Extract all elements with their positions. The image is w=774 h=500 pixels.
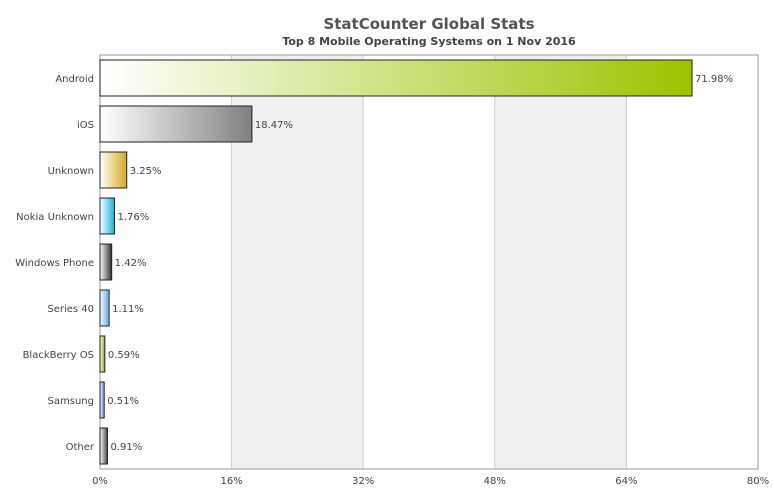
grid-bands bbox=[99, 54, 759, 470]
x-tick-label: 80% bbox=[747, 476, 769, 487]
x-axis: 0% 16% 32% 48% 64% 80% bbox=[92, 476, 769, 487]
value-label: 71.98% bbox=[695, 74, 733, 85]
bar bbox=[99, 105, 253, 143]
value-label: 1.11% bbox=[112, 304, 144, 315]
category-label: Samsung bbox=[48, 396, 94, 407]
value-label: 3.25% bbox=[130, 166, 162, 177]
labels: Android 71.98% iOS 18.47% Unknown 3.25% Nokia … bbox=[15, 74, 733, 453]
grid-band bbox=[626, 55, 758, 469]
category-label: iOS bbox=[77, 120, 94, 131]
bar bbox=[99, 381, 105, 419]
grid-band bbox=[363, 55, 495, 469]
category-label: Other bbox=[66, 442, 95, 453]
bar bbox=[99, 427, 108, 465]
bar bbox=[99, 289, 110, 327]
bar bbox=[99, 243, 113, 281]
value-label: 0.91% bbox=[110, 442, 142, 453]
grid-band bbox=[231, 55, 364, 469]
x-tick-label: 32% bbox=[352, 476, 374, 487]
x-tick-label: 0% bbox=[92, 476, 108, 487]
value-label: 1.76% bbox=[117, 212, 149, 223]
category-label: Nokia Unknown bbox=[16, 212, 94, 223]
x-tick-label: 48% bbox=[484, 476, 506, 487]
chart-subtitle: Top 8 Mobile Operating Systems on 1 Nov … bbox=[282, 35, 576, 48]
bar bbox=[99, 335, 106, 373]
category-label: Android bbox=[55, 74, 94, 85]
value-label: 0.51% bbox=[107, 396, 139, 407]
x-tick-label: 64% bbox=[615, 476, 637, 487]
bar bbox=[99, 197, 115, 235]
category-label: Series 40 bbox=[47, 304, 94, 315]
bar bbox=[99, 151, 128, 189]
bar-series bbox=[99, 59, 693, 465]
value-label: 0.59% bbox=[108, 350, 140, 361]
bar bbox=[99, 59, 693, 97]
x-tick-label: 16% bbox=[220, 476, 242, 487]
chart-title: StatCounter Global Stats bbox=[323, 15, 534, 33]
category-label: BlackBerry OS bbox=[23, 350, 94, 361]
value-label: 18.47% bbox=[255, 120, 293, 131]
value-label: 1.42% bbox=[115, 258, 147, 269]
category-label: Windows Phone bbox=[15, 258, 94, 269]
grid-band bbox=[494, 55, 627, 469]
category-label: Unknown bbox=[48, 166, 94, 177]
